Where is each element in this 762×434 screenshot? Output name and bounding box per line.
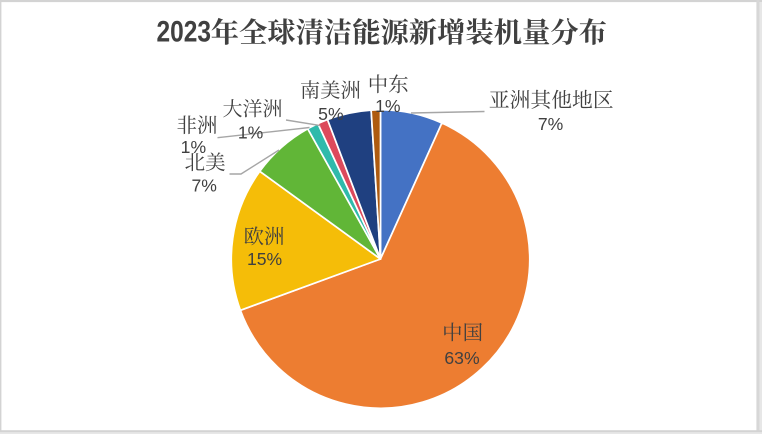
svg-text:2023: 2023 (157, 16, 212, 49)
svg-text:1%: 1% (375, 96, 401, 116)
svg-text:15%: 15% (247, 249, 283, 269)
svg-text:1%: 1% (238, 123, 264, 143)
svg-text:7%: 7% (191, 176, 217, 196)
svg-text:7%: 7% (538, 114, 564, 134)
svg-text:63%: 63% (444, 348, 480, 368)
svg-text:5%: 5% (318, 104, 344, 124)
svg-text:1%: 1% (181, 137, 207, 157)
